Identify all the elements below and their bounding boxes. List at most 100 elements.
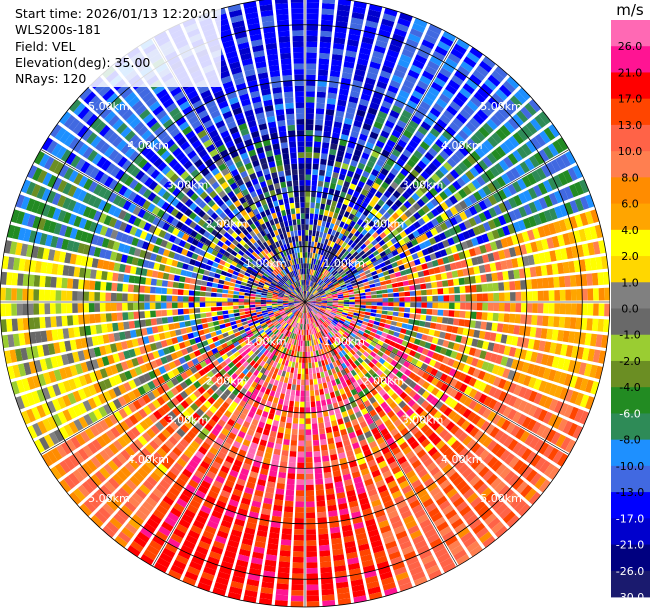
velocity-gate bbox=[294, 406, 299, 413]
velocity-gate bbox=[318, 539, 330, 546]
velocity-gate bbox=[313, 291, 319, 296]
velocity-gate bbox=[360, 375, 368, 383]
velocity-gate bbox=[306, 274, 308, 280]
velocity-gate bbox=[340, 343, 346, 350]
velocity-gate bbox=[275, 588, 289, 596]
velocity-gate bbox=[269, 325, 275, 330]
velocity-gate bbox=[252, 436, 260, 445]
velocity-gate bbox=[558, 188, 569, 202]
velocity-gate bbox=[310, 280, 313, 287]
velocity-gate bbox=[344, 55, 356, 64]
velocity-gate bbox=[207, 418, 217, 428]
velocity-gate bbox=[553, 370, 562, 383]
velocity-gate bbox=[429, 127, 441, 138]
velocity-gate bbox=[282, 382, 288, 389]
velocity-gate bbox=[334, 366, 340, 373]
velocity-gate bbox=[533, 392, 543, 405]
velocity-gate bbox=[348, 396, 355, 404]
velocity-gate bbox=[554, 385, 563, 398]
velocity-gate bbox=[444, 396, 454, 406]
velocity-gate bbox=[326, 199, 332, 206]
velocity-gate bbox=[410, 331, 418, 338]
velocity-gate bbox=[483, 209, 492, 220]
velocity-gate bbox=[232, 488, 243, 497]
velocity-gate bbox=[73, 419, 84, 432]
velocity-gate bbox=[439, 249, 448, 257]
velocity-gate bbox=[81, 462, 93, 476]
velocity-gate bbox=[214, 535, 227, 545]
velocity-gate bbox=[391, 446, 401, 456]
velocity-gate bbox=[260, 306, 267, 309]
velocity-gate bbox=[261, 462, 270, 470]
velocity-gate bbox=[387, 115, 398, 124]
velocity-gate bbox=[330, 143, 338, 150]
velocity-gate bbox=[140, 527, 153, 539]
velocity-gate bbox=[358, 543, 370, 552]
velocity-gate bbox=[333, 430, 341, 438]
velocity-gate bbox=[267, 543, 279, 550]
velocity-gate bbox=[284, 323, 289, 329]
velocity-gate bbox=[395, 64, 408, 74]
velocity-gate bbox=[326, 318, 332, 323]
velocity-gate bbox=[463, 56, 477, 68]
velocity-gate bbox=[423, 239, 432, 248]
velocity-gate bbox=[305, 119, 314, 125]
velocity-gate bbox=[246, 316, 253, 321]
velocity-gate bbox=[312, 230, 316, 237]
velocity-gate bbox=[478, 433, 489, 445]
velocity-gate bbox=[529, 326, 537, 338]
velocity-gate bbox=[254, 540, 266, 549]
velocity-gate bbox=[341, 216, 348, 223]
velocity-gate bbox=[319, 318, 324, 324]
velocity-gate bbox=[170, 507, 182, 518]
velocity-gate bbox=[384, 275, 391, 281]
velocity-gate bbox=[202, 391, 211, 400]
velocity-gate bbox=[354, 335, 361, 341]
velocity-gate bbox=[402, 149, 412, 158]
velocity-gate bbox=[125, 479, 138, 491]
velocity-gate bbox=[107, 401, 118, 412]
velocity-gate bbox=[110, 364, 119, 375]
velocity-gate bbox=[348, 33, 361, 42]
velocity-gate bbox=[308, 292, 312, 298]
velocity-gate bbox=[525, 451, 537, 464]
velocity-gate bbox=[282, 302, 289, 303]
velocity-gate bbox=[115, 342, 123, 352]
velocity-gate bbox=[583, 363, 593, 377]
velocity-gate bbox=[231, 365, 238, 373]
velocity-gate bbox=[177, 296, 184, 302]
velocity-gate bbox=[462, 158, 473, 169]
velocity-gate bbox=[321, 336, 325, 343]
velocity-gate bbox=[374, 282, 381, 287]
velocity-gate bbox=[350, 340, 357, 347]
velocity-gate bbox=[376, 514, 388, 524]
velocity-gate bbox=[526, 172, 537, 185]
velocity-gate bbox=[491, 460, 503, 472]
velocity-gate bbox=[262, 502, 272, 510]
velocity-gate bbox=[296, 305, 302, 310]
velocity-gate bbox=[355, 532, 367, 541]
velocity-gate bbox=[498, 391, 508, 402]
velocity-gate bbox=[381, 446, 391, 455]
velocity-gate bbox=[135, 488, 147, 500]
velocity-gate bbox=[435, 169, 445, 179]
velocity-gate bbox=[533, 213, 542, 226]
velocity-gate bbox=[45, 330, 53, 342]
velocity-gate bbox=[411, 479, 422, 489]
velocity-gate bbox=[62, 409, 73, 422]
velocity-gate bbox=[557, 172, 568, 186]
velocity-gate bbox=[501, 419, 511, 431]
velocity-gate bbox=[345, 218, 352, 225]
velocity-gate bbox=[570, 303, 577, 315]
velocity-gate bbox=[422, 96, 434, 106]
velocity-gate bbox=[306, 313, 308, 319]
velocity-gate bbox=[317, 417, 324, 424]
velocity-gate bbox=[348, 309, 355, 313]
velocity-gate bbox=[491, 179, 502, 191]
velocity-gate bbox=[376, 294, 383, 298]
velocity-gate bbox=[458, 463, 469, 475]
velocity-gate bbox=[320, 444, 328, 451]
velocity-gate bbox=[391, 261, 398, 268]
velocity-gate bbox=[390, 278, 398, 284]
velocity-gate bbox=[547, 447, 559, 461]
